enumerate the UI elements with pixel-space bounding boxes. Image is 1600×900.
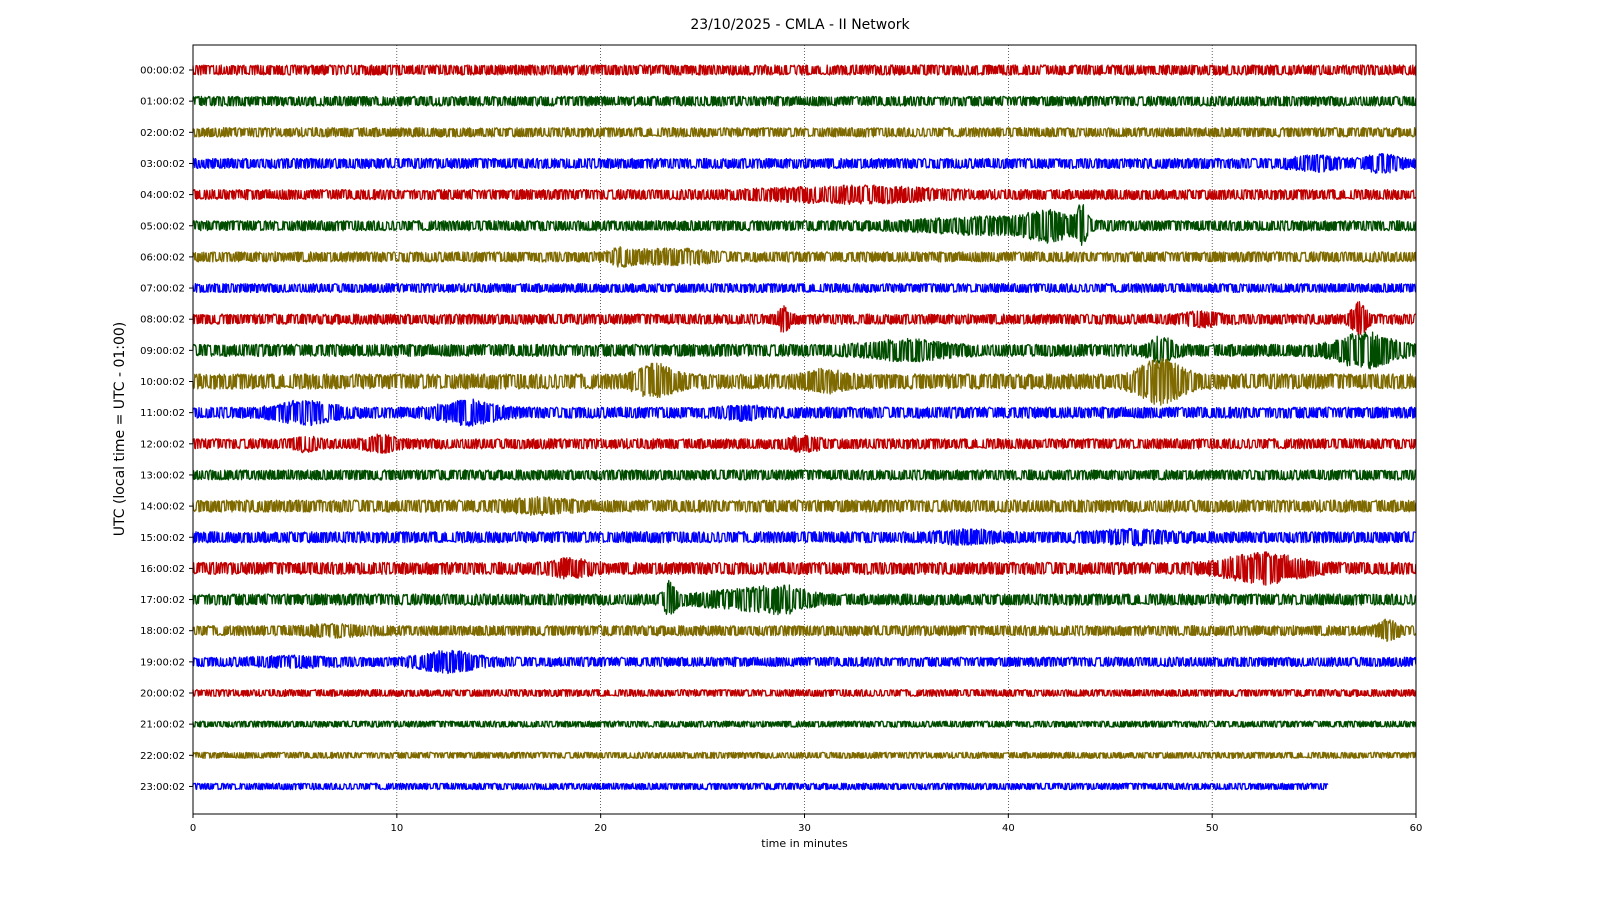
y-tick-label: 19:00:02 <box>140 657 185 668</box>
y-tick-label: 08:00:02 <box>140 315 185 326</box>
x-tick-label: 20 <box>594 823 607 834</box>
y-tick-label: 11:00:02 <box>140 408 185 419</box>
trace-line <box>192 152 1417 174</box>
y-tick-label: 12:00:02 <box>140 439 185 450</box>
y-tick-label: 13:00:02 <box>140 470 185 481</box>
trace-line <box>192 204 1417 246</box>
y-tick-label: 02:00:02 <box>140 128 185 139</box>
y-tick-label: 23:00:02 <box>140 782 185 793</box>
y-tick-label: 07:00:02 <box>140 284 185 295</box>
trace-line <box>192 527 1417 547</box>
y-axis: 00:00:02 01:00:02 02:00:02 03:00:02 04:00:02… <box>140 66 193 793</box>
trace-line <box>192 782 1329 791</box>
x-tick-label: 0 <box>190 823 196 834</box>
y-tick-label: 20:00:02 <box>140 689 185 700</box>
trace-line <box>192 301 1416 336</box>
y-axis-label: UTC (local time = UTC - 01:00) <box>112 322 128 537</box>
trace-line <box>192 551 1417 586</box>
trace-line <box>192 618 1417 642</box>
y-tick-label: 06:00:02 <box>140 252 185 263</box>
y-tick-label: 10:00:02 <box>140 377 185 388</box>
y-tick-label: 18:00:02 <box>140 626 185 637</box>
x-tick-label: 10 <box>390 823 403 834</box>
seismic-traces <box>192 64 1417 791</box>
y-tick-label: 16:00:02 <box>140 564 185 575</box>
trace-line <box>192 720 1417 728</box>
grid-lines <box>396 45 1213 814</box>
trace-line <box>192 398 1417 427</box>
trace-line <box>192 283 1417 294</box>
y-tick-label: 14:00:02 <box>140 502 185 513</box>
trace-line <box>192 184 1417 205</box>
x-tick-label: 50 <box>1206 823 1219 834</box>
trace-line <box>192 469 1417 481</box>
x-tick-label: 40 <box>1002 823 1015 834</box>
trace-line <box>192 751 1417 759</box>
y-tick-label: 17:00:02 <box>140 595 185 606</box>
trace-line <box>192 331 1417 370</box>
trace-line <box>192 64 1417 76</box>
x-axis-label: time in minutes <box>761 837 848 850</box>
x-axis: 0 10 20 30 40 50 60 <box>190 814 1423 834</box>
trace-line <box>192 579 1417 616</box>
x-tick-label: 60 <box>1410 823 1423 834</box>
y-tick-label: 03:00:02 <box>140 159 185 170</box>
trace-line <box>192 433 1417 454</box>
chart-title: 23/10/2025 - CMLA - II Network <box>690 17 910 33</box>
y-tick-label: 21:00:02 <box>140 720 185 731</box>
trace-line <box>192 495 1417 517</box>
y-tick-label: 22:00:02 <box>140 751 185 762</box>
trace-line <box>192 649 1417 675</box>
trace-line <box>192 127 1417 138</box>
trace-line <box>192 246 1417 268</box>
trace-line <box>192 357 1417 406</box>
y-tick-label: 00:00:02 <box>140 66 185 77</box>
y-tick-label: 15:00:02 <box>140 533 185 544</box>
y-tick-label: 01:00:02 <box>140 97 185 108</box>
trace-line <box>192 688 1417 698</box>
x-tick-label: 30 <box>798 823 811 834</box>
y-tick-label: 04:00:02 <box>140 190 185 201</box>
trace-line <box>192 95 1417 107</box>
y-tick-label: 05:00:02 <box>140 221 185 232</box>
y-tick-label: 09:00:02 <box>140 346 185 357</box>
